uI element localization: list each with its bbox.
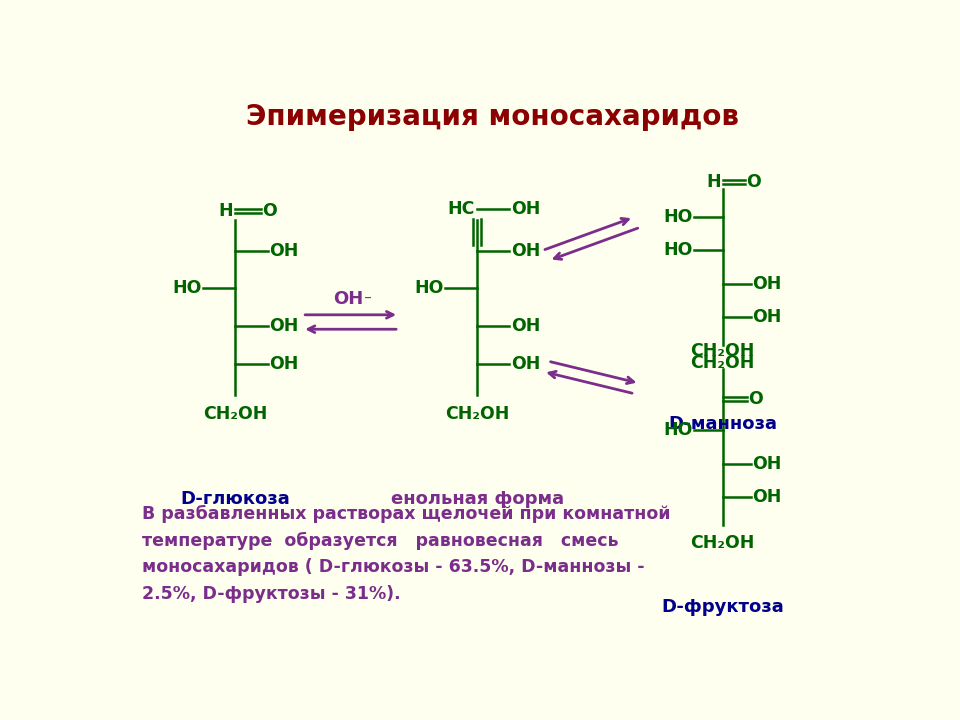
Text: OH: OH [333,290,364,308]
Text: HO: HO [172,279,202,297]
Text: моносахаридов ( D-глюкозы - 63.5%, D-маннозы -: моносахаридов ( D-глюкозы - 63.5%, D-ман… [142,558,645,576]
Text: HC: HC [447,200,475,218]
Text: CH₂OH: CH₂OH [690,534,755,552]
Text: HO: HO [414,279,444,297]
Text: OH: OH [511,355,540,373]
Text: O: O [749,390,763,408]
Text: OH: OH [269,241,299,259]
Text: HO: HO [663,207,693,225]
Text: Эпимеризация моносахаридов: Эпимеризация моносахаридов [246,103,738,131]
Text: температуре  образуется   равновесная   смесь: температуре образуется равновесная смесь [142,531,619,550]
Text: HO: HO [663,241,693,259]
Text: 2.5%, D-фруктозы - 31%).: 2.5%, D-фруктозы - 31%). [142,585,401,603]
Text: OH: OH [511,241,540,259]
Text: HO: HO [663,421,693,439]
Text: H: H [706,173,721,191]
Text: OH: OH [753,455,781,473]
Text: OH: OH [753,488,781,506]
Text: В разбавленных растворах щелочей при комнатной: В разбавленных растворах щелочей при ком… [142,505,671,523]
Text: CH₂OH: CH₂OH [204,405,268,423]
Text: CH₂OH: CH₂OH [444,405,510,423]
Text: D-фруктоза: D-фруктоза [661,598,784,616]
Text: D-глюкоза: D-глюкоза [180,490,290,508]
Text: ⁻: ⁻ [364,294,372,310]
Text: D-манноза: D-манноза [668,415,778,433]
Text: OH: OH [269,317,299,335]
Text: O: O [262,202,276,220]
Text: OH: OH [753,275,781,293]
Text: OH: OH [753,308,781,326]
Text: H: H [218,202,233,220]
Text: CH₂OH: CH₂OH [690,354,755,372]
Text: OH: OH [511,317,540,335]
Text: O: O [746,173,761,191]
Text: CH₂OH: CH₂OH [690,342,755,360]
Text: OH: OH [511,200,540,218]
Text: енольная форма: енольная форма [391,490,564,508]
Text: OH: OH [269,355,299,373]
